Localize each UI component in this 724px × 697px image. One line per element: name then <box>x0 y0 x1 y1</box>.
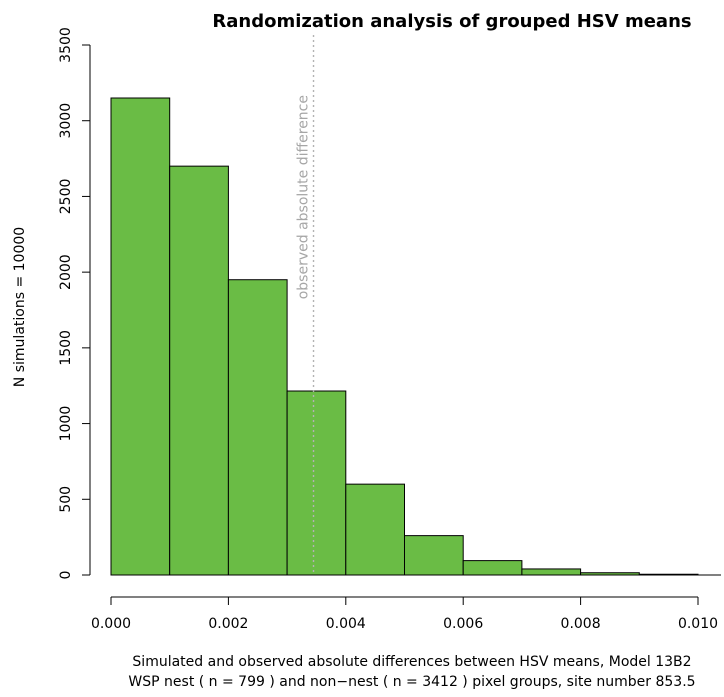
y-tick-label-6: 3000 <box>58 103 74 139</box>
histogram-bar-5 <box>404 535 464 576</box>
x-axis: 0.000 0.002 0.004 0.006 0.008 0.010 <box>91 596 718 632</box>
y-axis-label: N simulations = 10000 <box>12 227 28 387</box>
y-tick-label-5: 2500 <box>58 179 74 215</box>
y-tick-label-1: 500 <box>58 486 74 513</box>
histogram-bar-2 <box>227 279 288 576</box>
x-axis-label: Simulated and observed absolute differen… <box>132 654 691 670</box>
histogram-bar-6 <box>462 560 523 576</box>
y-tick-label-4: 2000 <box>58 254 74 290</box>
x-tick-label-5: 0.010 <box>678 616 718 632</box>
observed-marker: observed absolute difference <box>296 35 315 575</box>
chart-title: Randomization analysis of grouped HSV me… <box>212 11 691 32</box>
x-tick-label-3: 0.006 <box>443 616 483 632</box>
x-axis-label-line2: WSP nest ( n = 799 ) and non−nest ( n = … <box>128 674 695 690</box>
histogram-bar-3 <box>286 390 347 576</box>
x-tick-label-2: 0.004 <box>326 616 366 632</box>
y-tick-label-7: 3500 <box>58 27 74 63</box>
y-axis: 0 500 1000 1500 2000 2500 3000 3500 <box>58 27 91 580</box>
histogram-bar-7 <box>521 568 582 576</box>
x-tick-label-4: 0.008 <box>561 616 601 632</box>
histogram-bar-4 <box>345 483 405 576</box>
histogram-bar-0 <box>110 97 171 576</box>
histogram-bars <box>110 97 721 576</box>
y-tick-label-0: 0 <box>58 571 74 580</box>
x-tick-label-1: 0.002 <box>208 616 248 632</box>
y-tick-label-2: 1000 <box>58 406 74 442</box>
y-tick-label-3: 1500 <box>58 330 74 366</box>
histogram-bar-1 <box>169 165 229 576</box>
observed-label: observed absolute difference <box>296 95 312 299</box>
x-tick-label-0: 0.000 <box>91 616 131 632</box>
